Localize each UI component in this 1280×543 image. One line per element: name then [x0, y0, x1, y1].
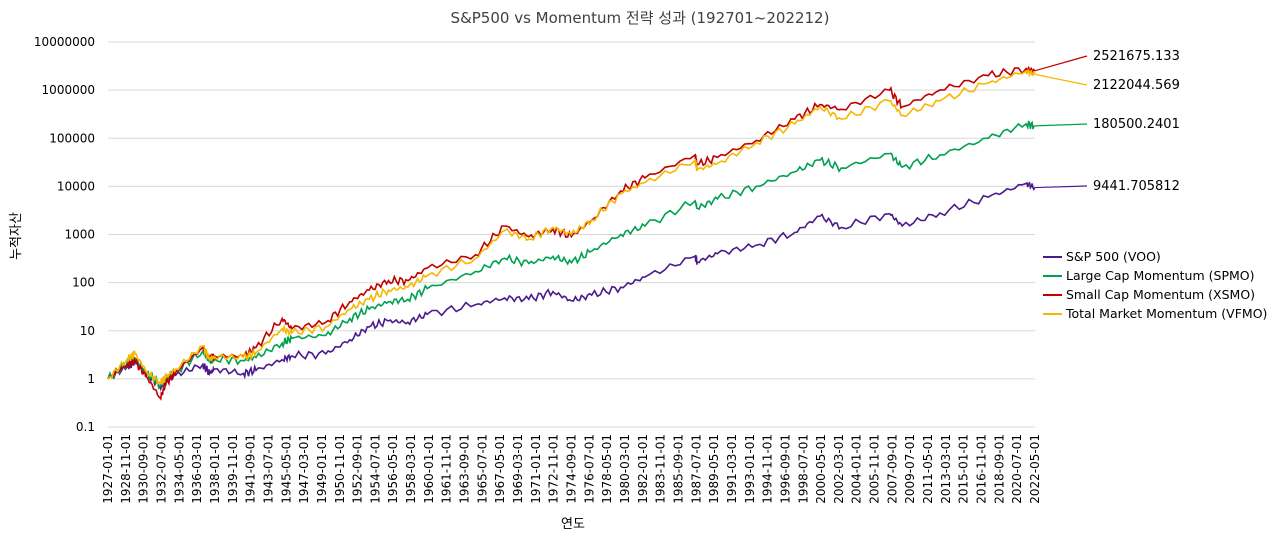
x-tick-label: 1934-05-01 — [172, 434, 186, 504]
x-tick-label: 2004-01-01 — [850, 434, 864, 504]
end-value-label: 2521675.133 — [1093, 49, 1180, 64]
end-value-label: 180500.2401 — [1093, 117, 1180, 132]
x-tick-label: 1956-05-01 — [386, 434, 400, 504]
x-tick-label: 1961-11-01 — [440, 434, 454, 504]
x-tick-label: 1939-11-01 — [226, 434, 240, 504]
y-tick-label: 10 — [80, 324, 95, 338]
x-tick-label: 1963-09-01 — [458, 434, 472, 504]
y-tick-label: 100000 — [49, 131, 95, 145]
x-tick-label: 1952-09-01 — [351, 434, 365, 504]
series-line — [107, 65, 1036, 401]
legend-label: Total Market Momentum (VFMO) — [1065, 306, 1267, 321]
x-tick-label: 1928-11-01 — [119, 434, 133, 504]
x-tick-label: 2009-07-01 — [903, 434, 917, 504]
x-tick-label: 1980-03-01 — [618, 434, 632, 504]
x-tick-label: 1972-11-01 — [547, 434, 561, 504]
x-tick-label: 1947-03-01 — [297, 434, 311, 504]
end-value-label: 2122044.569 — [1093, 78, 1180, 93]
x-tick-label: 1969-03-01 — [511, 434, 525, 504]
x-tick-label: 1936-03-01 — [190, 434, 204, 504]
x-tick-label: 2013-03-01 — [939, 434, 953, 504]
x-tick-label: 1987-07-01 — [689, 434, 703, 504]
series-line — [107, 69, 1036, 386]
series-line — [107, 181, 1036, 392]
end-value-labels: 9441.705812 180500.2401 2521675.133 2122044… — [1034, 49, 1180, 194]
y-tick-label: 0.1 — [76, 420, 95, 434]
y-tick-label: 10000 — [57, 179, 95, 193]
x-tick-label: 1927-01-01 — [101, 434, 115, 504]
x-axis-ticks: 1927-01-01 1928-11-01 1930-09-01 1932-07-01… — [101, 434, 1042, 504]
legend-label: Large Cap Momentum (SPMO) — [1066, 268, 1254, 283]
end-label-leader — [1034, 185, 1088, 189]
x-tick-label: 1950-11-01 — [333, 434, 347, 504]
x-tick-label: 2002-03-01 — [832, 434, 846, 504]
end-value-label: 9441.705812 — [1093, 179, 1180, 194]
x-tick-label: 1976-07-01 — [582, 434, 596, 504]
x-tick-label: 1930-09-01 — [137, 434, 151, 504]
x-tick-label: 2016-11-01 — [975, 434, 989, 504]
x-tick-label: 1971-01-01 — [529, 434, 543, 504]
x-tick-label: 2011-05-01 — [921, 434, 935, 504]
y-tick-label: 1000000 — [42, 83, 95, 97]
y-tick-label: 100 — [72, 276, 95, 290]
x-tick-label: 1967-05-01 — [493, 434, 507, 504]
series-lines — [107, 65, 1036, 401]
x-axis-label: 연도 — [561, 517, 585, 532]
x-tick-label: 2015-01-01 — [957, 434, 971, 504]
x-tick-label: 1960-01-01 — [422, 434, 436, 504]
x-tick-label: 1983-11-01 — [654, 434, 668, 504]
y-tick-label: 1000 — [64, 228, 95, 242]
x-tick-label: 1958-03-01 — [404, 434, 418, 504]
chart-title: S&P500 vs Momentum 전략 성과 (192701~202212) — [451, 9, 830, 27]
x-tick-label: 1943-07-01 — [261, 434, 275, 504]
x-tick-label: 1932-07-01 — [154, 434, 168, 504]
x-tick-label: 2022-05-01 — [1028, 434, 1042, 504]
x-tick-label: 1974-09-01 — [565, 434, 579, 504]
x-tick-label: 1954-07-01 — [368, 434, 382, 504]
x-tick-label: 2018-09-01 — [992, 434, 1006, 504]
end-label-leader — [1034, 123, 1088, 127]
x-tick-label: 1982-01-01 — [636, 434, 650, 504]
x-tick-label: 2020-07-01 — [1010, 434, 1024, 504]
y-axis-ticks: 0.1 1 10 100 1000 10000 100000 1000000 10000000 — [34, 35, 95, 434]
y-tick-label: 1 — [87, 372, 95, 386]
series-line — [107, 120, 1036, 390]
x-tick-label: 1938-01-01 — [208, 434, 222, 504]
x-tick-label: 1945-05-01 — [279, 434, 293, 504]
legend-label: Small Cap Momentum (XSMO) — [1066, 287, 1255, 302]
x-tick-label: 2007-09-01 — [885, 434, 899, 504]
x-tick-label: 1978-05-01 — [600, 434, 614, 504]
x-tick-label: 1996-09-01 — [778, 434, 792, 504]
x-tick-label: 1998-07-01 — [796, 434, 810, 504]
x-tick-label: 1994-11-01 — [761, 434, 775, 504]
x-tick-label: 1991-03-01 — [725, 434, 739, 504]
x-tick-label: 1993-01-01 — [743, 434, 757, 504]
x-tick-label: 1941-09-01 — [244, 434, 258, 504]
x-tick-label: 1965-07-01 — [475, 434, 489, 504]
legend-label: S&P 500 (VOO) — [1066, 249, 1161, 264]
x-tick-label: 1985-09-01 — [671, 434, 685, 504]
x-tick-label: 2000-05-01 — [814, 434, 828, 504]
x-tick-label: 2005-11-01 — [868, 434, 882, 504]
end-label-leader — [1034, 55, 1088, 72]
end-label-leader — [1034, 73, 1088, 86]
y-tick-label: 10000000 — [34, 35, 95, 49]
x-tick-label: 1949-01-01 — [315, 434, 329, 504]
legend: S&P 500 (VOO) Large Cap Momentum (SPMO) Sm… — [1043, 249, 1267, 321]
x-tick-label: 1989-05-01 — [707, 434, 721, 504]
y-axis-label: 누적자산 — [9, 212, 24, 260]
